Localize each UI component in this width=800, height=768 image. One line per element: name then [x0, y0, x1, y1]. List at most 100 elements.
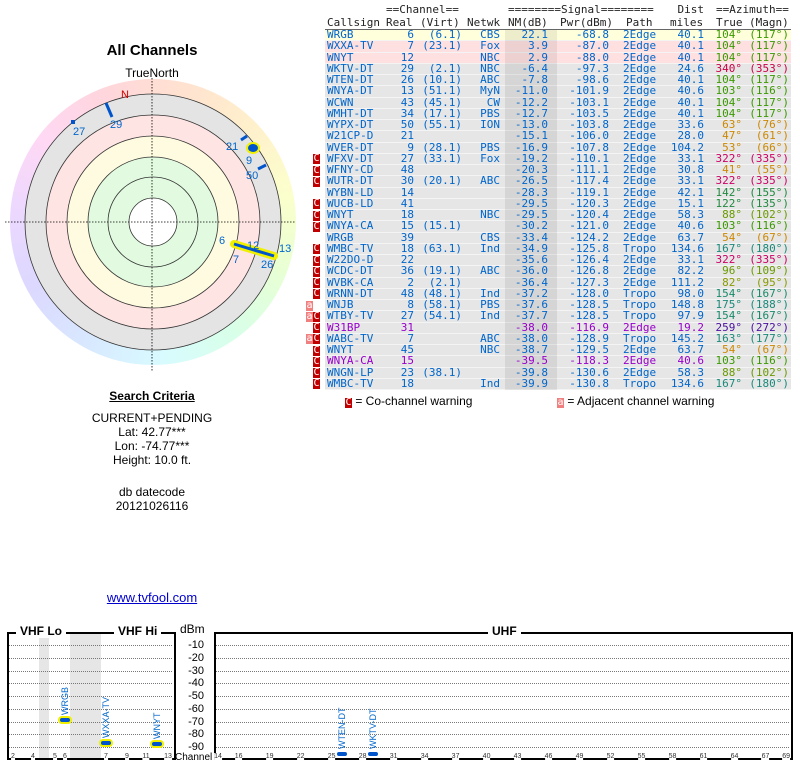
- cell-true: 104°: [715, 39, 743, 53]
- cell-real: 12: [400, 50, 414, 64]
- cell-callsign[interactable]: WXXA-TV: [327, 39, 374, 53]
- cell-real: 36: [400, 264, 414, 278]
- cell-callsign[interactable]: WTBY-TV: [327, 309, 374, 323]
- channel-axis: [214, 758, 791, 760]
- cell-callsign[interactable]: WRGB: [327, 28, 354, 41]
- cell-magn: (117°): [749, 28, 789, 41]
- dbm-tick-label: -50: [188, 690, 204, 702]
- tvfool-link[interactable]: www.tvfool.com: [106, 590, 198, 605]
- cell-netwk: CW: [486, 95, 500, 109]
- cell-callsign[interactable]: WCDC-DT: [327, 264, 374, 278]
- station-signal-label: WTEN-DT: [336, 707, 347, 750]
- channel-tick-label: 28: [358, 753, 367, 761]
- cell-real: 48: [400, 286, 414, 300]
- header-magn: (Magn): [749, 16, 789, 29]
- cell-nm: -39.9: [514, 376, 548, 390]
- cell-callsign[interactable]: WUTR-DT: [327, 174, 374, 188]
- cell-callsign[interactable]: WNYT: [327, 343, 354, 356]
- station-signal-mark[interactable]: [367, 752, 378, 756]
- cell-magn: (155°): [749, 185, 789, 199]
- cell-nm: -19.2: [514, 151, 548, 165]
- polar-label: 7: [233, 254, 239, 266]
- cell-magn: (95°): [755, 275, 789, 289]
- cell-callsign[interactable]: WRNN-DT: [327, 286, 374, 300]
- channel-tick-label: 13: [164, 753, 172, 761]
- cell-callsign[interactable]: WNYT: [327, 50, 354, 64]
- cell-callsign[interactable]: W22DO-D: [327, 253, 374, 266]
- polar-label: 26: [261, 259, 273, 271]
- table-row: WUTR-DT 30 (20.1) ABC -26.5 -117.4 2Edge 33.1 32…: [325, 174, 791, 188]
- cell-magn: (76°): [755, 118, 789, 131]
- cell-pwr: -103.5: [569, 106, 609, 120]
- table-row: WFXV-DT 27 (33.1) Fox -19.2 -110.1 2Edge 33.1 32…: [325, 151, 791, 165]
- channel-tick-label: 4: [31, 753, 35, 761]
- channel-tick-label: 7: [104, 753, 108, 761]
- cell-callsign[interactable]: WMBC-TV: [327, 376, 374, 390]
- cell-dist: 19.2: [677, 320, 705, 334]
- station-signal-mark[interactable]: [152, 742, 162, 747]
- cell-real: 41: [400, 196, 414, 210]
- cell-virt: (15.1): [422, 219, 462, 233]
- cell-pwr: -103.1: [569, 95, 609, 109]
- cell-netwk: NBC: [480, 343, 500, 356]
- cell-callsign[interactable]: WUCB-LD: [327, 196, 374, 210]
- channel-tick-label: 61: [699, 753, 708, 761]
- station-signal-mark[interactable]: [60, 717, 70, 722]
- cell-dist: 40.1: [677, 50, 705, 64]
- station-signal-mark[interactable]: [336, 752, 347, 756]
- cell-callsign[interactable]: WCWN: [327, 95, 354, 109]
- gridline: [216, 696, 789, 697]
- cell-callsign[interactable]: WNGN-LP: [327, 365, 374, 379]
- cell-dist: 33.1: [677, 253, 705, 266]
- polar-label: 12: [247, 240, 259, 252]
- cell-callsign[interactable]: WKTV-DT: [327, 61, 374, 75]
- cell-callsign[interactable]: WMHT-DT: [327, 106, 374, 120]
- cell-magn: (353°): [749, 61, 789, 75]
- dbm-tick-label: -20: [188, 651, 204, 664]
- cell-callsign[interactable]: WVBK-CA: [327, 275, 374, 289]
- table-row: WVER-DT 9 (28.1) PBS -16.9 -107.8 2Edge 104.2 53…: [325, 140, 791, 154]
- cell-pwr: -126.8: [569, 264, 609, 278]
- cell-dist: 40.1: [677, 28, 705, 41]
- cell-callsign[interactable]: WTEN-DT: [327, 73, 374, 86]
- table-row: W31BP 31 -38.0 -116.9 2Edge 19.2 259° (272°): [325, 320, 791, 334]
- cell-callsign[interactable]: WYBN-LD: [327, 185, 374, 199]
- polar-label: 27: [73, 126, 85, 138]
- cell-nm: -39.8: [514, 365, 548, 379]
- table-row: WRGB 39 CBS -33.4 -124.2 2Edge 63.7 54° (67°): [325, 230, 791, 244]
- cell-callsign[interactable]: WNYT: [327, 208, 354, 221]
- table-row: WNYT 45 NBC -38.7 -129.5 2Edge 63.7 54° (67°): [325, 343, 791, 357]
- cell-callsign[interactable]: WNJB: [327, 298, 354, 311]
- table-row: WNYA-DT 13 (51.1) MyN -11.0 -101.9 2Edge 40.6 10…: [325, 84, 791, 98]
- cell-callsign[interactable]: WFNY-CD: [327, 163, 374, 176]
- station-signal-mark[interactable]: [101, 741, 111, 746]
- cell-callsign[interactable]: W21CP-D: [327, 129, 374, 143]
- cell-callsign[interactable]: WYPX-DT: [327, 118, 374, 131]
- cell-true: 322°: [715, 253, 743, 266]
- vhf-lo-label: VHF Lo: [16, 624, 66, 638]
- cell-callsign[interactable]: WABC-TV: [327, 331, 374, 345]
- cell-nm: 22.1: [521, 28, 549, 41]
- cell-path: 2Edge: [623, 320, 657, 334]
- header-virt: (Virt): [420, 16, 460, 29]
- cell-path: 2Edge: [623, 73, 657, 86]
- cell-callsign[interactable]: WFXV-DT: [327, 151, 374, 165]
- cell-pwr: -101.9: [569, 84, 609, 98]
- cell-callsign[interactable]: WNYA-CA: [327, 354, 374, 368]
- cell-callsign[interactable]: W31BP: [327, 320, 361, 334]
- cell-nm: -15.1: [514, 129, 548, 143]
- cell-callsign[interactable]: WVER-DT: [327, 140, 374, 154]
- cell-virt: (63.1): [422, 241, 462, 255]
- cell-dist: 42.1: [677, 185, 705, 199]
- cell-dist: 30.8: [677, 163, 705, 176]
- cell-callsign[interactable]: WRGB: [327, 230, 354, 244]
- channel-tick-label: 11: [142, 753, 150, 761]
- co-channel-warning-icon: C: [313, 310, 320, 322]
- cell-callsign[interactable]: WNYA-DT: [327, 84, 374, 98]
- cell-callsign[interactable]: WMBC-TV: [327, 241, 374, 255]
- cell-nm: -13.0: [514, 118, 548, 131]
- cell-callsign[interactable]: WNYA-CA: [327, 219, 374, 233]
- station-signal-label: WXXA-TV: [101, 697, 111, 739]
- cell-real: 30: [400, 174, 414, 188]
- cell-pwr: -118.3: [569, 354, 609, 368]
